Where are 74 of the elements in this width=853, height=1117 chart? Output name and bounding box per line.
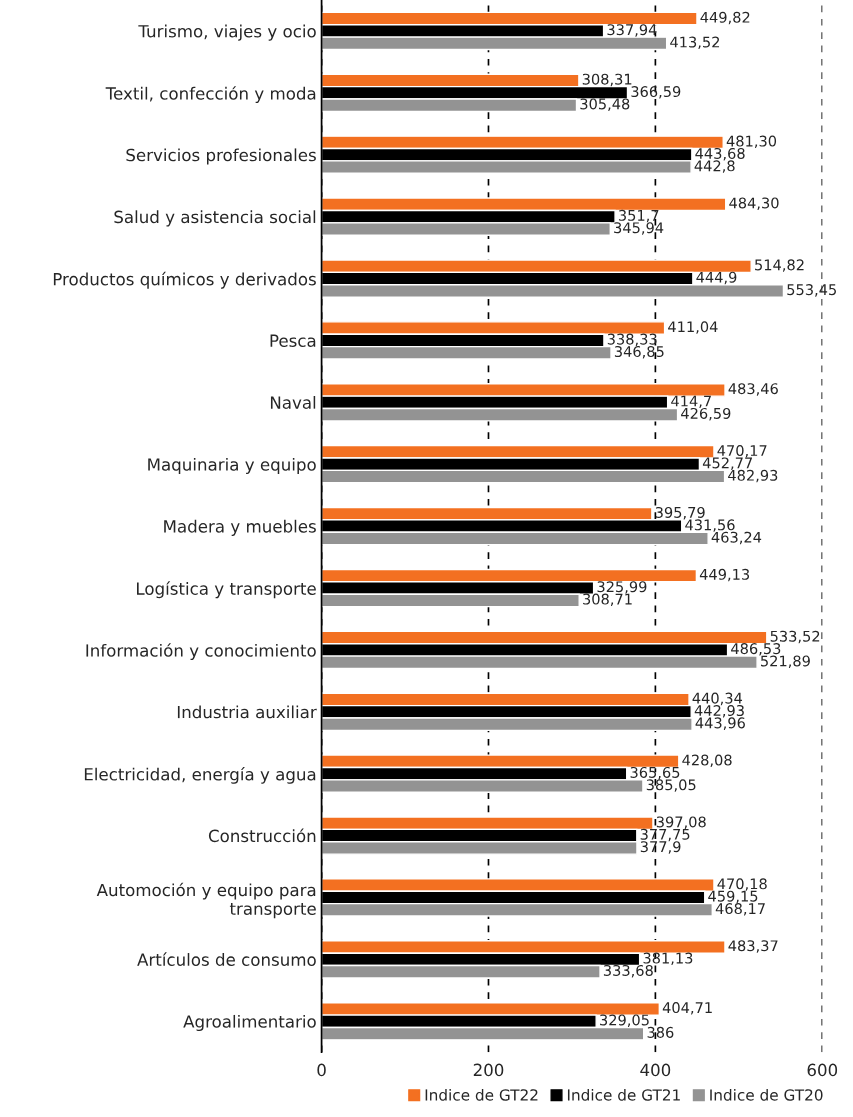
y-tick-label: Salud y asistencia social bbox=[114, 210, 316, 227]
data-label: 431,56 bbox=[685, 519, 735, 532]
legend-label: Indice de GT21 bbox=[567, 1088, 680, 1101]
data-label: 533,52 bbox=[770, 630, 820, 644]
data-label: 442,8 bbox=[694, 160, 735, 173]
data-label: 365,65 bbox=[630, 766, 680, 780]
data-label: 386 bbox=[647, 1026, 674, 1038]
data-label: 346,85 bbox=[614, 346, 664, 359]
y-tick-label: Información y conocimiento bbox=[86, 643, 316, 661]
data-label: 351,7 bbox=[618, 209, 659, 223]
data-label: 483,37 bbox=[728, 940, 778, 953]
data-label: 440,34 bbox=[692, 692, 743, 706]
data-label: 444,9 bbox=[696, 271, 737, 285]
data-label: 521,89 bbox=[761, 655, 810, 668]
data-label: 308,71 bbox=[583, 593, 632, 607]
data-label: 337,94 bbox=[607, 24, 657, 37]
data-label: 385,05 bbox=[646, 779, 696, 792]
x-tick-label: 600 bbox=[807, 1063, 838, 1077]
data-label: 449,82 bbox=[700, 11, 750, 25]
y-tick-label: Agroalimentario bbox=[183, 1014, 316, 1032]
y-tick-label: Automoción y equipo para transporte bbox=[96, 882, 316, 919]
data-label: 481,30 bbox=[726, 135, 777, 149]
data-label: 426,59 bbox=[681, 407, 731, 421]
data-label: 377,9 bbox=[640, 841, 681, 854]
data-label: 443,96 bbox=[695, 717, 745, 730]
y-tick-label: Artículos de consumo bbox=[137, 952, 316, 966]
data-label: 484,30 bbox=[729, 197, 779, 210]
data-label: 411,04 bbox=[668, 321, 718, 334]
data-label: 452,77 bbox=[702, 457, 752, 470]
data-label: 514,82 bbox=[755, 259, 804, 272]
data-label: 449,13 bbox=[699, 568, 750, 582]
data-label: 404,71 bbox=[662, 1002, 712, 1015]
data-label: 345,94 bbox=[614, 222, 664, 235]
data-label: 395,79 bbox=[655, 506, 705, 520]
data-label: 329,05 bbox=[600, 1014, 649, 1027]
x-tick-label: 0 bbox=[317, 1063, 326, 1077]
data-label: 338,33 bbox=[607, 333, 657, 347]
x-tick-label: 400 bbox=[640, 1063, 671, 1077]
y-tick-label: Textil, confección y moda bbox=[105, 86, 316, 103]
data-label: 305,48 bbox=[580, 98, 630, 111]
x-tick-label: 200 bbox=[473, 1063, 504, 1077]
y-tick-label: Electricidad, energía y agua bbox=[84, 767, 316, 784]
data-label: 459,15 bbox=[708, 890, 758, 904]
data-label: 468,17 bbox=[715, 903, 765, 916]
data-label: 325,99 bbox=[597, 581, 647, 594]
data-label: 381,13 bbox=[643, 952, 693, 966]
y-tick-label: Madera y muebles bbox=[164, 519, 316, 536]
y-tick-label: Servicios profesionales bbox=[126, 148, 316, 165]
y-tick-label: Productos químicos y derivados bbox=[53, 271, 316, 289]
y-tick-label: Turismo, viajes y ocio bbox=[138, 24, 316, 41]
data-label: 366,59 bbox=[631, 86, 681, 99]
legend-label: Indice de GT20 bbox=[710, 1088, 823, 1101]
data-label: 470,17 bbox=[717, 445, 767, 458]
data-label: 413,52 bbox=[670, 36, 720, 50]
y-tick-label: Naval bbox=[270, 395, 316, 409]
data-label: 463,24 bbox=[711, 531, 762, 545]
data-label: 443,68 bbox=[695, 147, 745, 161]
data-label: 308,31 bbox=[582, 73, 632, 87]
data-label: 397,08 bbox=[656, 816, 706, 829]
data-label: 470,18 bbox=[717, 878, 767, 891]
data-label: 482,93 bbox=[728, 469, 778, 483]
y-tick-label: Logística y transporte bbox=[137, 581, 316, 599]
data-label: 486,53 bbox=[731, 643, 781, 656]
data-label: 553,45 bbox=[787, 284, 836, 297]
data-label: 428,08 bbox=[682, 754, 732, 768]
data-label: 333,68 bbox=[603, 964, 653, 978]
y-tick-label: Pesca bbox=[270, 334, 316, 347]
y-tick-label: Construcción bbox=[208, 828, 316, 843]
y-tick-label: Industria auxiliar bbox=[177, 705, 317, 719]
data-label: 483,46 bbox=[728, 383, 778, 396]
data-label: 414,7 bbox=[671, 395, 711, 409]
data-label: 442,93 bbox=[694, 704, 744, 718]
y-tick-label: Maquinaria y equipo bbox=[148, 457, 316, 475]
legend-label: Indice de GT22 bbox=[425, 1088, 538, 1101]
